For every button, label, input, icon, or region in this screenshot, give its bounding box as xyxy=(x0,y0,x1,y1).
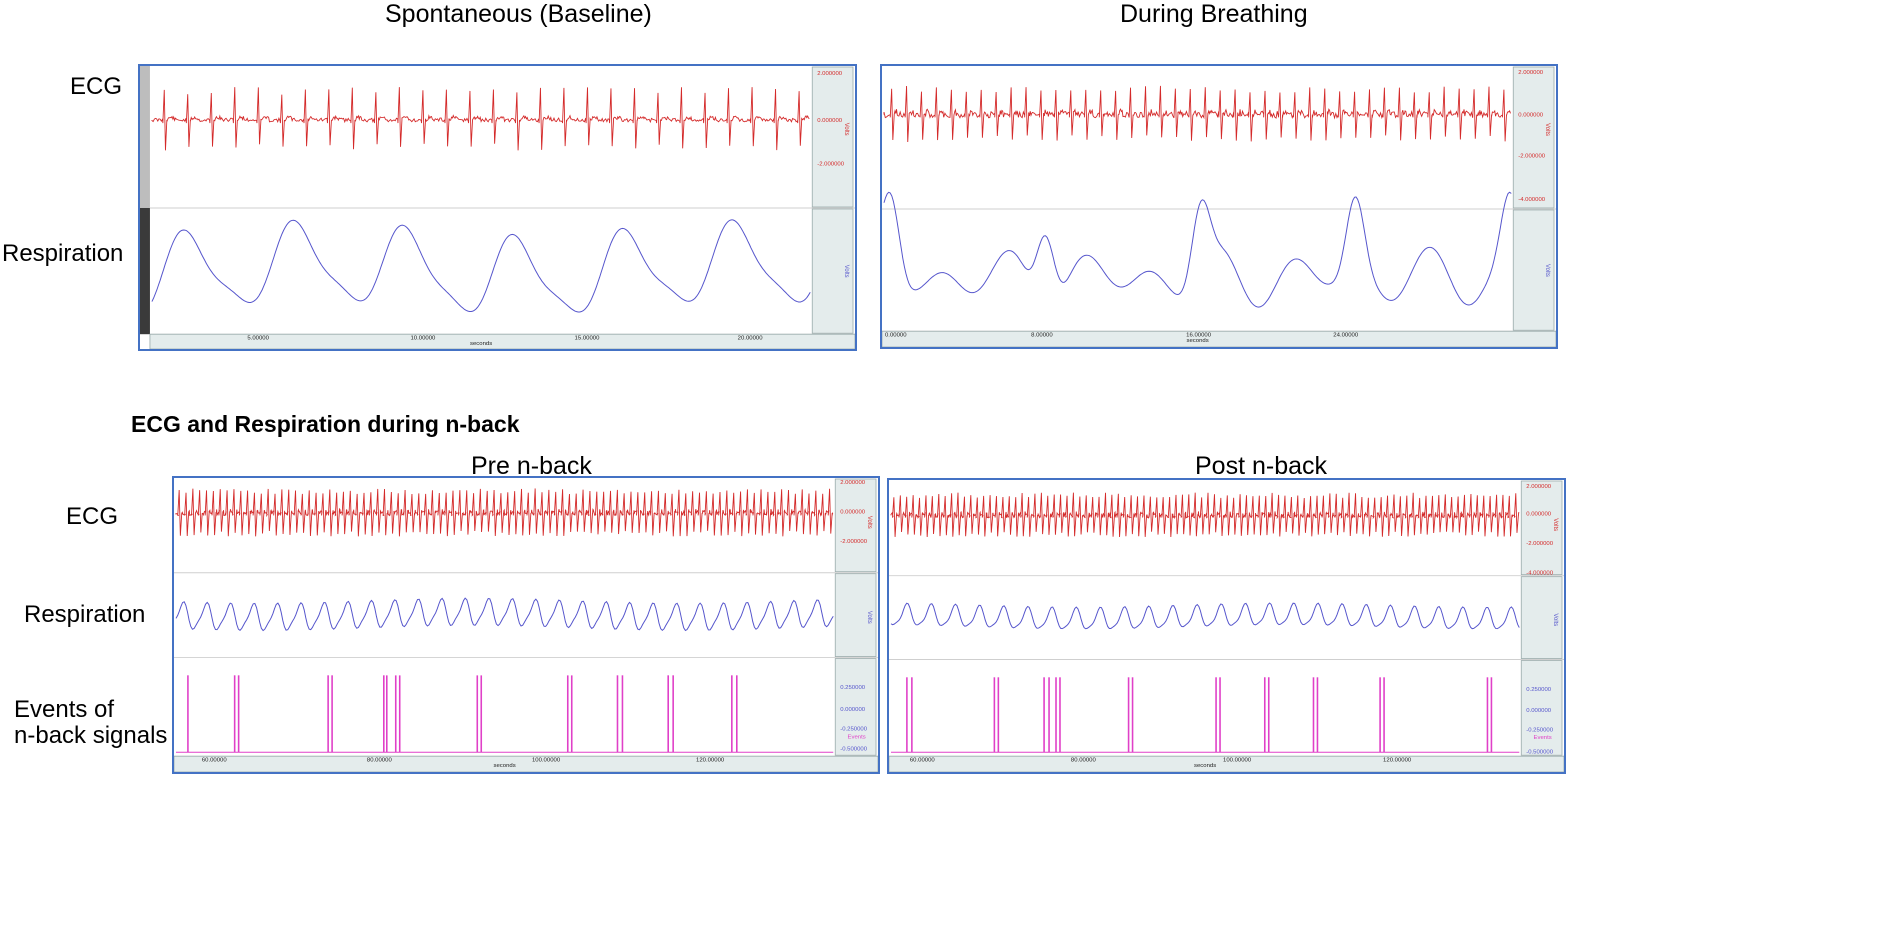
x-axis-label: seconds xyxy=(1187,338,1209,344)
ecg-y-tick-label: -2.000000 xyxy=(1526,541,1554,547)
resp-scale-panel xyxy=(834,573,877,657)
ecg-unit-label: Volts xyxy=(866,516,872,529)
respiration-unit-label: Volts xyxy=(866,611,872,624)
x-tick-label: 8.00000 xyxy=(1031,333,1053,339)
ecg-unit-label: Volts xyxy=(1552,518,1558,531)
ecg-y-tick-label: 2.000000 xyxy=(1518,70,1544,76)
x-tick-label: 60.00000 xyxy=(910,758,936,764)
ecg-trace xyxy=(890,492,1520,538)
chart-svg-breathing: 0.00000 8.00000 16.00000 24.00000 seconds 2.0… xyxy=(882,66,1556,347)
respiration-trace xyxy=(175,597,834,632)
x-tick-label: 16.00000 xyxy=(1186,333,1212,339)
respiration-y-tick-label: 0.250000 xyxy=(1526,687,1552,693)
row-label-respiration-bottom: Respiration xyxy=(24,601,146,628)
x-tick-label: 15.00000 xyxy=(575,336,601,342)
x-tick-label: 120.00000 xyxy=(696,758,725,764)
chart-svg-post-nback: 60.00000 80.00000 100.00000 120.00000 second… xyxy=(889,480,1564,772)
x-tick-label: 24.00000 xyxy=(1333,333,1359,339)
ecg-trace xyxy=(151,87,810,151)
respiration-y-tick-label: -0.500000 xyxy=(840,746,868,752)
row-label-ecg-top: ECG xyxy=(70,73,123,100)
respiration-unit-label: Volts xyxy=(843,265,849,278)
ecg-channel-bar xyxy=(140,66,150,208)
chart-panel-baseline: 5.00000 10.00000 15.00000 20.00000 seconds 2.… xyxy=(138,64,857,351)
respiration-channel-bar xyxy=(140,207,150,335)
panel-title-baseline: Spontaneous (Baseline) xyxy=(385,0,652,28)
ecg-y-tick-label: 0.000000 xyxy=(817,118,843,124)
x-tick-label: 100.00000 xyxy=(1223,758,1252,764)
ecg-trace xyxy=(883,85,1511,143)
time-axis-bar xyxy=(174,755,878,772)
events-channel-label: Events xyxy=(1534,735,1552,741)
row-label-ecg-bottom: ECG xyxy=(66,503,119,530)
ecg-y-tick-label: -2.000000 xyxy=(840,539,868,545)
ecg-y-tick-label: 0.000000 xyxy=(1518,112,1544,118)
resp-scale-panel xyxy=(811,208,854,334)
panel-title-breathing: During Breathing xyxy=(1120,0,1308,28)
panel-title-post-nback: Post n-back xyxy=(1195,452,1328,480)
ecg-y-tick-label: 0.000000 xyxy=(1526,512,1552,518)
events-scale-panel xyxy=(1520,660,1563,756)
row-label-events-line1: Events of xyxy=(14,696,115,723)
chart-svg-baseline: 5.00000 10.00000 15.00000 20.00000 seconds 2.… xyxy=(140,66,855,349)
ecg-y-tick-label: 0.000000 xyxy=(840,510,866,516)
ecg-y-tick-label: 2.000000 xyxy=(840,480,866,486)
x-tick-label: 5.00000 xyxy=(247,336,269,342)
events-scale-panel xyxy=(834,658,877,756)
ecg-y-tick-label: -4.000000 xyxy=(1526,571,1554,577)
resp-scale-panel xyxy=(1520,576,1563,659)
section-heading: ECG and Respiration during n-back xyxy=(131,411,520,437)
ecg-scale-panel xyxy=(811,66,854,208)
ecg-unit-label: Volts xyxy=(843,123,849,136)
chart-panel-pre-nback: 60.00000 80.00000 100.00000 120.00000 second… xyxy=(172,476,880,774)
time-axis-bar xyxy=(149,333,855,349)
resp-scale-panel xyxy=(1512,209,1555,331)
x-tick-label: 80.00000 xyxy=(367,758,393,764)
time-axis-bar xyxy=(889,755,1564,772)
events-channel-label: Events xyxy=(848,734,866,740)
respiration-y-tick-label: -0.250000 xyxy=(840,727,868,733)
row-label-events-line2: n-back signals xyxy=(14,722,168,749)
x-tick-label: 20.00000 xyxy=(738,336,764,342)
ecg-scale-panel xyxy=(1512,66,1555,209)
respiration-trace xyxy=(883,191,1512,308)
chart-panel-post-nback: 60.00000 80.00000 100.00000 120.00000 second… xyxy=(887,478,1566,774)
respiration-y-tick-label: 0.000000 xyxy=(1526,708,1552,714)
chart-svg-pre-nback: 60.00000 80.00000 100.00000 120.00000 second… xyxy=(174,478,878,772)
respiration-unit-label: Volts xyxy=(1552,613,1558,626)
ecg-y-tick-label: -2.000000 xyxy=(817,162,845,168)
respiration-trace xyxy=(151,219,811,313)
chart-panel-breathing: 0.00000 8.00000 16.00000 24.00000 seconds 2.0… xyxy=(880,64,1558,349)
respiration-y-tick-label: 0.000000 xyxy=(840,707,866,713)
ecg-scale-panel xyxy=(1520,480,1563,576)
x-axis-label: seconds xyxy=(470,341,492,347)
respiration-y-tick-label: -0.500000 xyxy=(1526,749,1554,755)
ecg-y-tick-label: -4.000000 xyxy=(1518,197,1546,203)
ecg-y-tick-label: 2.000000 xyxy=(1526,484,1552,490)
time-axis-bar xyxy=(882,330,1556,347)
x-tick-label: 100.00000 xyxy=(532,758,561,764)
x-tick-label: 80.00000 xyxy=(1071,758,1097,764)
x-tick-label: 120.00000 xyxy=(1383,758,1412,764)
x-tick-label: 60.00000 xyxy=(202,758,228,764)
row-label-respiration-top: Respiration xyxy=(2,240,124,267)
respiration-y-tick-label: 0.250000 xyxy=(840,685,866,691)
x-tick-label: 10.00000 xyxy=(410,336,436,342)
x-tick-label: 0.00000 xyxy=(885,333,907,339)
ecg-scale-panel xyxy=(834,478,877,573)
x-axis-label: seconds xyxy=(494,763,516,769)
ecg-y-tick-label: 2.000000 xyxy=(817,71,843,77)
x-axis-label: seconds xyxy=(1194,763,1216,769)
ecg-y-tick-label: -2.000000 xyxy=(1518,154,1546,160)
respiration-unit-label: Volts xyxy=(1544,264,1550,277)
respiration-trace xyxy=(890,602,1520,630)
ecg-trace xyxy=(175,488,834,537)
panel-title-pre-nback: Pre n-back xyxy=(471,452,592,480)
ecg-unit-label: Volts xyxy=(1544,123,1550,136)
respiration-y-tick-label: -0.250000 xyxy=(1526,728,1554,734)
